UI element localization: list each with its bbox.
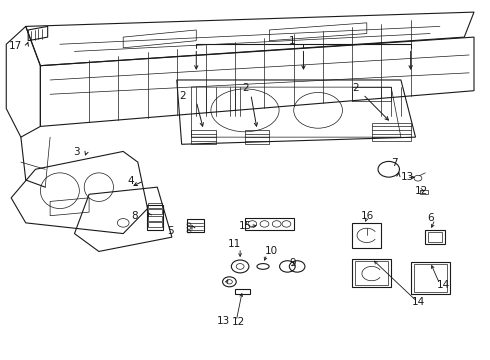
- Text: 9: 9: [290, 258, 296, 268]
- Text: 10: 10: [265, 247, 278, 256]
- Text: 1: 1: [289, 36, 295, 46]
- Text: 12: 12: [415, 186, 428, 196]
- Text: 5: 5: [167, 226, 173, 236]
- Text: 2: 2: [352, 83, 359, 93]
- Text: 2: 2: [179, 91, 186, 101]
- Text: 13: 13: [217, 316, 230, 327]
- Text: 4: 4: [127, 176, 134, 186]
- Text: 2: 2: [243, 83, 249, 93]
- Text: 17: 17: [9, 41, 22, 51]
- Text: 14: 14: [437, 280, 450, 291]
- Text: 15: 15: [239, 221, 252, 231]
- Text: 16: 16: [361, 211, 374, 221]
- Text: 6: 6: [428, 213, 434, 223]
- Text: 11: 11: [227, 239, 241, 249]
- Text: 14: 14: [412, 297, 425, 307]
- Text: 7: 7: [391, 158, 398, 168]
- Text: 13: 13: [401, 172, 414, 182]
- Text: 8: 8: [131, 211, 138, 221]
- Text: 3: 3: [74, 147, 80, 157]
- Text: 12: 12: [231, 317, 245, 327]
